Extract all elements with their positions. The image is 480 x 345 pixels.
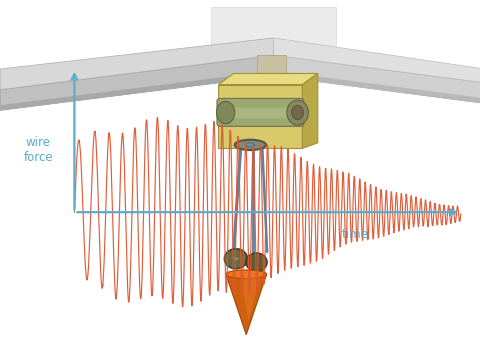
Ellipse shape bbox=[224, 249, 248, 269]
Polygon shape bbox=[0, 38, 274, 90]
Polygon shape bbox=[226, 274, 266, 335]
Polygon shape bbox=[240, 274, 261, 321]
Polygon shape bbox=[0, 71, 274, 110]
Ellipse shape bbox=[292, 105, 304, 120]
Text: time: time bbox=[342, 228, 369, 241]
Polygon shape bbox=[0, 55, 274, 110]
Text: wire
force: wire force bbox=[24, 136, 53, 164]
Polygon shape bbox=[218, 73, 318, 85]
Polygon shape bbox=[257, 55, 286, 93]
Ellipse shape bbox=[246, 143, 254, 147]
Polygon shape bbox=[302, 73, 318, 148]
FancyBboxPatch shape bbox=[217, 98, 304, 126]
Ellipse shape bbox=[216, 101, 235, 124]
Polygon shape bbox=[211, 7, 336, 69]
Polygon shape bbox=[274, 38, 480, 83]
Ellipse shape bbox=[226, 270, 266, 279]
Ellipse shape bbox=[246, 253, 267, 272]
FancyBboxPatch shape bbox=[218, 108, 302, 118]
Ellipse shape bbox=[235, 140, 266, 150]
Polygon shape bbox=[218, 85, 302, 148]
Polygon shape bbox=[274, 55, 480, 104]
Ellipse shape bbox=[287, 100, 309, 125]
Polygon shape bbox=[274, 71, 480, 104]
Ellipse shape bbox=[233, 257, 238, 260]
